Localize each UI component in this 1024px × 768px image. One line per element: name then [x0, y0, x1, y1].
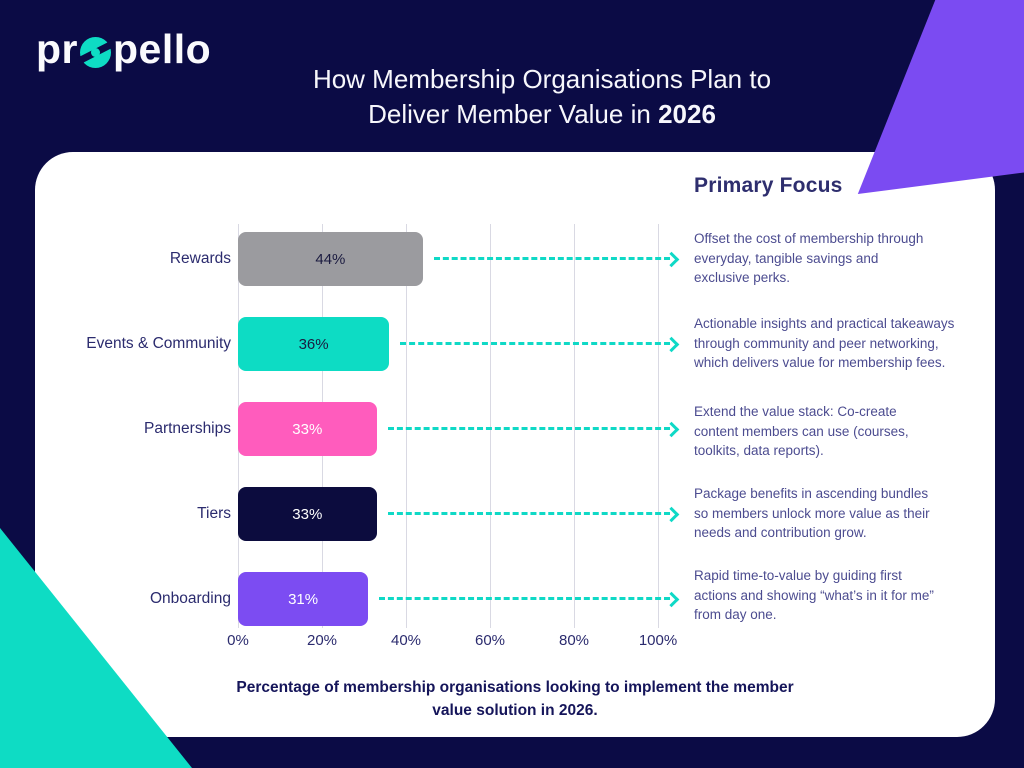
bar: 44% [238, 232, 423, 286]
category-label: Tiers [197, 505, 231, 522]
arrow-dash-line [379, 597, 670, 600]
purple-corner-shape [857, 0, 1024, 195]
bar: 33% [238, 402, 377, 456]
arrow-dash-line [433, 257, 670, 260]
title-line1: How Membership Organisations Plan to [312, 64, 772, 94]
logo-dot [91, 48, 100, 57]
arrow-head-icon [663, 506, 680, 523]
bar: 36% [238, 317, 390, 371]
x-tick-label: 40% [390, 632, 422, 649]
propeller-o-icon [75, 37, 116, 68]
logo-text-suffix: pello [113, 26, 212, 72]
arrow-dash-line [387, 427, 670, 430]
arrow-connector [387, 421, 680, 438]
arrow-connector [400, 336, 680, 353]
arrow-head-icon [663, 251, 680, 268]
gridline [490, 224, 491, 628]
primary-focus-heading: Primary Focus [694, 174, 843, 197]
arrow-connector [387, 506, 680, 523]
x-tick-label: 100% [638, 632, 678, 649]
chart-plot: 0% 20% 40% 60% 80% 100% Rewards 44% Offset the c… [35, 152, 995, 737]
category-label: Events & Community [86, 335, 231, 352]
bar: 33% [238, 487, 377, 541]
page-title: How Membership Organisations Plan to Del… [232, 62, 852, 132]
arrow-head-icon [663, 421, 680, 438]
arrow-head-icon [663, 336, 680, 353]
bar-value-label: 44% [315, 250, 346, 268]
bar-value-label: 31% [288, 590, 319, 608]
x-tick-label: 60% [474, 632, 506, 649]
logo-text-prefix: pr [36, 26, 78, 72]
bar: 31% [238, 572, 369, 626]
arrow-dash-line [400, 342, 670, 345]
gridline [574, 224, 575, 628]
propello-logo: pr pello [36, 26, 211, 73]
gridline [658, 224, 659, 628]
x-tick-label: 0% [227, 632, 249, 649]
primary-focus-note: Rapid time-to-value by guiding first act… [694, 568, 934, 622]
bar-value-label: 36% [298, 335, 329, 353]
x-tick-label: 80% [558, 632, 590, 649]
arrow-dash-line [387, 512, 670, 515]
arrow-connector [379, 591, 680, 608]
title-line2: Deliver Member Value in [368, 99, 651, 129]
arrow-connector [433, 251, 680, 268]
primary-focus-note: Extend the value stack: Co-create conten… [694, 404, 909, 458]
category-label: Rewards [169, 250, 231, 267]
category-label: Onboarding [149, 590, 231, 607]
x-tick-label: 20% [306, 632, 338, 649]
chart-caption: Percentage of membership organisations l… [236, 679, 794, 719]
bar-value-label: 33% [292, 505, 323, 523]
primary-focus-note: Package benefits in ascending bundles so… [694, 486, 930, 540]
primary-focus-note: Actionable insights and practical takeaw… [694, 316, 955, 370]
category-label: Partnerships [143, 420, 231, 437]
bar-value-label: 33% [292, 420, 323, 438]
title-year: 2026 [658, 99, 716, 129]
gridline [406, 224, 407, 628]
primary-focus-note: Offset the cost of membership through ev… [694, 231, 924, 285]
chart-card: 0% 20% 40% 60% 80% 100% Rewards 44% Offset the c… [35, 152, 995, 737]
arrow-head-icon [663, 591, 680, 608]
